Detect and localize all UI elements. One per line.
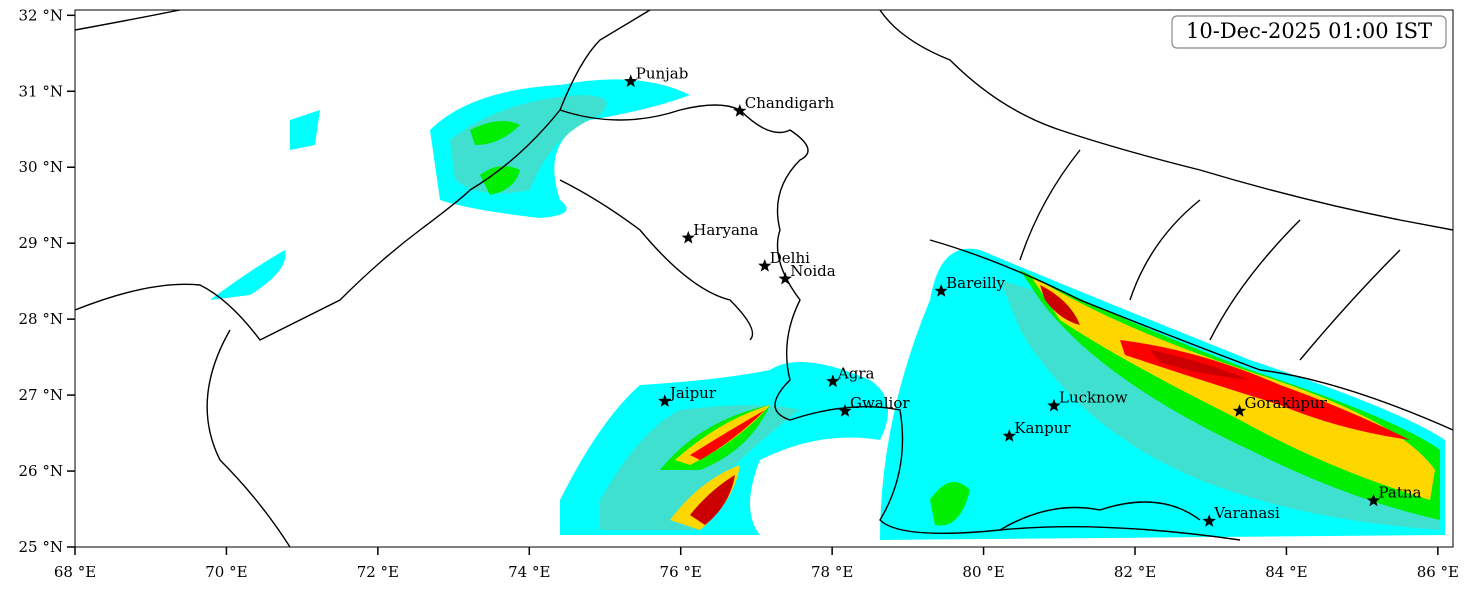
city-label: Agra xyxy=(837,364,875,382)
y-tick-label: 27 °N xyxy=(19,386,63,404)
city-label: Kanpur xyxy=(1014,419,1071,437)
x-tick-label: 80 °E xyxy=(962,563,1004,581)
city-marker xyxy=(826,374,840,388)
city-marker xyxy=(1366,493,1381,507)
city-marker xyxy=(1002,429,1016,442)
rain-field xyxy=(75,10,1453,547)
y-tick-label: 31 °N xyxy=(19,82,63,100)
city-marker xyxy=(624,74,638,88)
x-tick-label: 70 °E xyxy=(205,563,247,581)
y-tick-label: 30 °N xyxy=(19,158,63,176)
city-label: Gorakhpur xyxy=(1244,394,1327,412)
timestamp: 10-Dec-2025 01:00 IST xyxy=(1186,19,1432,43)
x-tick-label: 86 °E xyxy=(1417,563,1459,581)
city-label: Bareilly xyxy=(946,274,1005,292)
city-label: Patna xyxy=(1379,484,1422,502)
city-label: Jaipur xyxy=(668,384,717,402)
x-tick-label: 84 °E xyxy=(1265,563,1307,581)
city-marker xyxy=(681,230,695,244)
y-tick-label: 32 °N xyxy=(19,6,63,24)
city-label: Delhi xyxy=(770,249,810,267)
city-marker xyxy=(758,259,772,272)
city-marker xyxy=(1202,514,1216,527)
y-tick-label: 28 °N xyxy=(19,310,63,328)
x-tick-label: 72 °E xyxy=(357,563,399,581)
city-label: Punjab xyxy=(636,64,689,82)
city-marker xyxy=(838,404,852,417)
city-label: Noida xyxy=(790,262,836,280)
city-label: Gwalior xyxy=(850,394,910,412)
x-tick-label: 76 °E xyxy=(660,563,702,581)
city-marker xyxy=(778,271,792,285)
city-marker xyxy=(1047,398,1061,412)
y-tick-label: 26 °N xyxy=(19,462,63,480)
y-tick-label: 29 °N xyxy=(19,234,63,252)
city-marker xyxy=(1232,404,1247,417)
city-label: Haryana xyxy=(693,221,758,239)
city-label: Lucknow xyxy=(1059,389,1128,407)
x-tick-label: 78 °E xyxy=(811,563,853,581)
x-tick-label: 82 °E xyxy=(1114,563,1156,581)
x-tick-label: 74 °E xyxy=(508,563,550,581)
city-marker xyxy=(658,394,672,407)
x-tick-label: 68 °E xyxy=(54,563,96,581)
city-marker xyxy=(733,104,747,117)
city-label: Chandigarh xyxy=(745,94,835,112)
city-marker xyxy=(934,284,948,297)
map-frame xyxy=(74,9,1454,548)
y-tick-label: 25 °N xyxy=(19,538,63,556)
timestamp-box: 10-Dec-2025 01:00 IST xyxy=(1171,15,1447,49)
city-label: Varanasi xyxy=(1213,504,1280,522)
timestamp-frame xyxy=(1171,15,1447,49)
